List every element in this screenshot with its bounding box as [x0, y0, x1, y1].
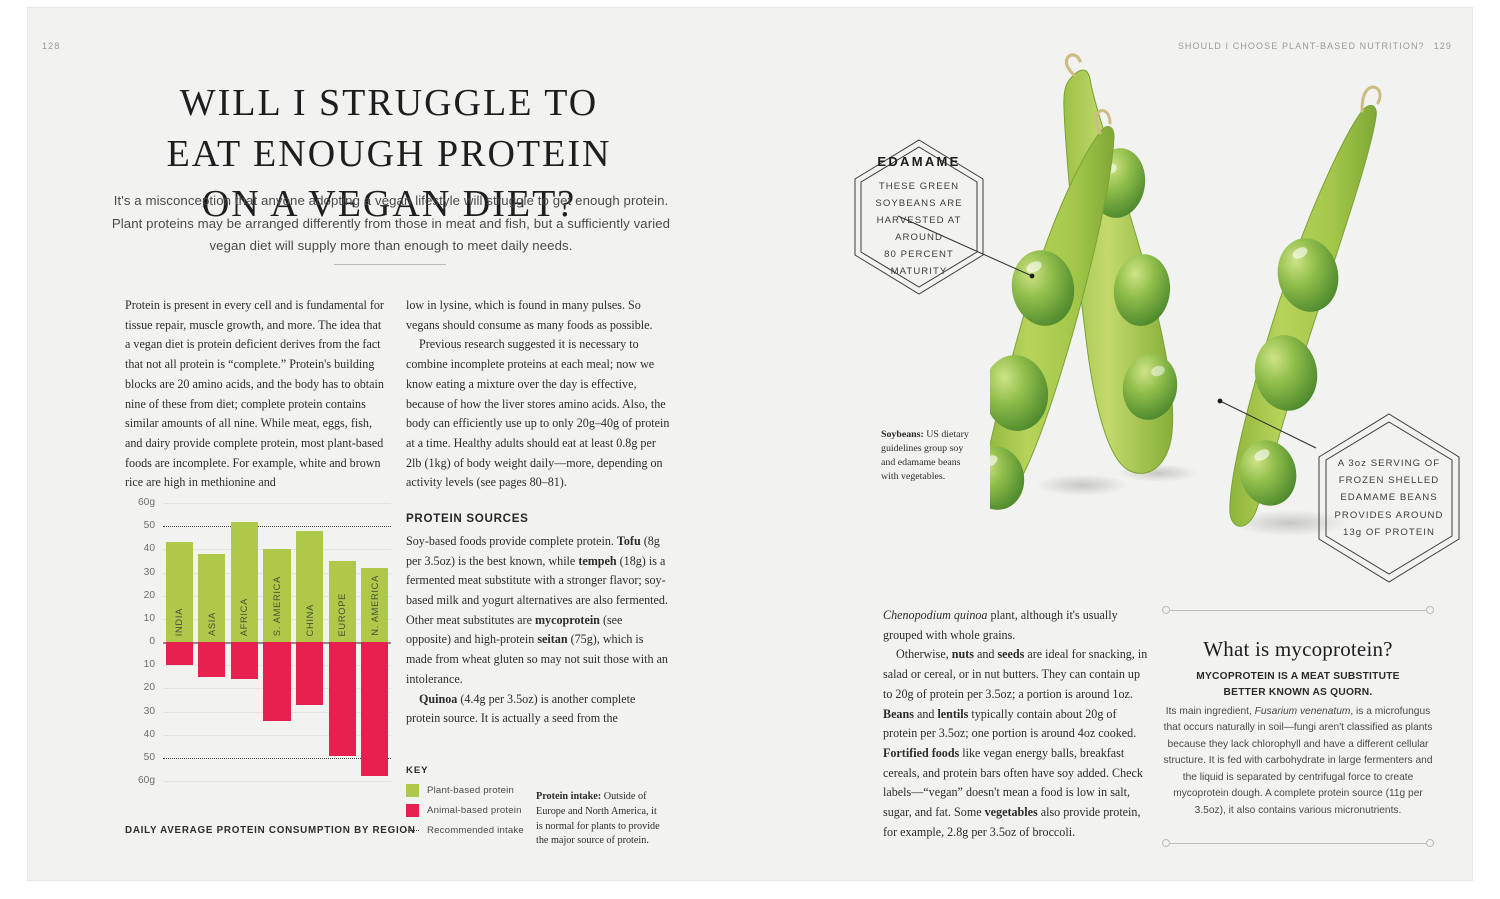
body-column-right-page: Chenopodium quinoa plant, although it's …: [883, 606, 1151, 842]
folio-left: 128: [42, 41, 61, 51]
soybeans-caption: Soybeans: US dietary guidelines group so…: [881, 429, 969, 483]
chart-gridline: [163, 734, 391, 736]
headline-line-3: ON A VEGAN DIET?: [201, 183, 577, 226]
chart-y-tick-label: 40: [143, 728, 155, 740]
book-spread: 128 WILL I STRUGGLE TO EAT ENOUGH PROTEI…: [28, 8, 1472, 880]
body-column-right: low in lysine, which is found in many pu…: [406, 296, 670, 729]
chart-bar-animal: [230, 642, 258, 680]
legend-swatch-green: [406, 783, 419, 797]
chart-gridline: [163, 781, 391, 782]
paragraph: Otherwise, nuts and seeds are ideal for …: [883, 647, 1148, 839]
legend-label: Recommended intake: [427, 824, 524, 836]
legend-dotted-line: [406, 829, 419, 831]
sidebar-title: What is mycoprotein?: [1203, 637, 1393, 661]
chart-bar-category-label: INDIA: [174, 607, 185, 636]
left-page: 128 WILL I STRUGGLE TO EAT ENOUGH PROTEI…: [28, 8, 750, 880]
rule-endpoint-dot: [1426, 606, 1434, 614]
chart-recommended-line: [163, 526, 391, 528]
chart-bar-category-label: AFRICA: [239, 597, 250, 636]
paragraph: low in lysine, which is found in many pu…: [406, 298, 653, 332]
chart-y-tick-label: 50: [143, 751, 155, 763]
chart-bar-animal: [328, 642, 356, 756]
sidebar-lead: MYCOPROTEIN IS A MEAT SUBSTITUTE BETTER …: [1196, 671, 1400, 698]
chart-bar-category-label: EUROPE: [337, 592, 348, 636]
chart-y-tick-label: 50: [143, 520, 155, 532]
rule-endpoint-dot: [1426, 839, 1434, 848]
standfirst: It's a misconception that anyone adoptin…: [111, 193, 671, 254]
page-number: 129: [1433, 41, 1452, 51]
callout-hexagon-serving: A 3oz SERVING OF FROZEN SHELLED EDAMAME …: [1316, 412, 1462, 584]
legend-item-plant: Plant-based protein: [406, 783, 556, 797]
hexagon-shape: [1318, 413, 1460, 583]
chart-bar-plant: AFRICA: [230, 521, 258, 642]
chart-bar-animal: [165, 642, 193, 666]
chart-y-tick-label: 20: [143, 682, 155, 694]
chart-bar-plant: CHINA: [296, 530, 324, 642]
chart-y-tick-label: 20: [143, 589, 155, 601]
divider-rule: [334, 264, 446, 265]
sidebar-rule-top: [1162, 606, 1434, 615]
headline-line-2: EAT ENOUGH PROTEIN: [166, 132, 612, 175]
headline-line-1: WILL I STRUGGLE TO: [179, 82, 599, 124]
callout-title: EDAMAME: [877, 153, 961, 169]
mycoprotein-sidebar: What is mycoprotein? MYCOPROTEIN IS A ME…: [1162, 606, 1434, 848]
paragraph: Chenopodium quinoa plant, although it's …: [883, 608, 1118, 642]
protein-consumption-chart: INDIA ASIA AFRICA S. AMERICA CHINA EUROPE N. A…: [125, 497, 415, 836]
rule-endpoint-dot: [1162, 606, 1170, 614]
legend-swatch-red: [406, 803, 419, 817]
chart-y-tick-label: 10: [143, 659, 155, 671]
hexagon-text: A 3oz SERVING OF FROZEN SHELLED EDAMAME …: [1316, 412, 1462, 584]
chart-y-tick-label: 40: [143, 543, 155, 555]
chart-bar-plant: S. AMERICA: [263, 549, 291, 642]
chart-bar-animal: [198, 642, 226, 677]
chart-bar-category-label: ASIA: [206, 611, 217, 636]
chart-bar-plant: N. AMERICA: [361, 567, 389, 642]
chart-y-tick-label: 10: [143, 612, 155, 624]
page-title: WILL I STRUGGLE TO EAT ENOUGH PROTEIN ON…: [74, 78, 704, 230]
right-page: SHOULD I CHOOSE PLANT-BASED NUTRITION? 12…: [750, 8, 1472, 880]
legend-label: Animal-based protein: [427, 804, 522, 816]
paragraph: Previous research suggested it is necess…: [406, 337, 670, 490]
paragraph: Quinoa (4.4g per 3.5oz) is another compl…: [406, 691, 636, 726]
chart-bar-animal: [263, 642, 291, 721]
body-column-left: Protein is present in every cell and is …: [125, 296, 389, 493]
chart-bar-animal: [361, 642, 389, 777]
callout-body: THESE GREEN SOYBEANS ARE HARVESTED AT AR…: [875, 180, 963, 278]
chart-legend: KEY Plant-based protein Animal-based pro…: [406, 765, 556, 843]
chart-title: DAILY AVERAGE PROTEIN CONSUMPTION BY REG…: [125, 825, 416, 836]
legend-item-recommended: Recommended intake: [406, 823, 556, 837]
callout-hexagon-edamame: EDAMAME THESE GREEN SOYBEANS ARE HARVEST…: [852, 138, 986, 296]
paragraph: Soy-based foods provide complete protein…: [406, 533, 668, 686]
hexagon-shape: [854, 139, 984, 295]
chart-bar-plant: EUROPE: [328, 560, 356, 642]
chart-plot-area: INDIA ASIA AFRICA S. AMERICA CHINA EUROPE N. A…: [163, 503, 391, 782]
chart-note: Protein intake: Outside of Europe and No…: [536, 791, 660, 847]
chart-gridline: [163, 503, 391, 504]
sidebar-body: Its main ingredient, Fusarium venenatum,…: [1163, 705, 1433, 816]
chart-bar-plant: INDIA: [165, 542, 193, 642]
chart-y-tick-label: 0: [149, 636, 155, 647]
chart-bar-animal: [296, 642, 324, 705]
chart-bar-category-label: CHINA: [304, 603, 315, 636]
sidebar-rule-bottom: [1162, 839, 1434, 848]
chart-y-tick-label: 30: [143, 566, 155, 578]
chart-recommended-line: [163, 757, 391, 759]
paragraph: Protein is present in every cell and is …: [125, 298, 384, 490]
legend-label: Plant-based protein: [427, 784, 515, 796]
folio-right: SHOULD I CHOOSE PLANT-BASED NUTRITION? 12…: [1178, 41, 1452, 51]
section-heading-protein-sources: PROTEIN SOURCES: [406, 512, 529, 526]
chart-bar-category-label: S. AMERICA: [271, 575, 282, 636]
legend-title: KEY: [406, 765, 429, 776]
hexagon-text: EDAMAME THESE GREEN SOYBEANS ARE HARVEST…: [852, 138, 986, 296]
chart-y-tick-label: 60g: [138, 497, 155, 508]
chart-y-tick-label: 30: [143, 705, 155, 717]
chart-y-tick-label: 60g: [138, 775, 155, 786]
legend-item-animal: Animal-based protein: [406, 803, 556, 817]
callout-body: A 3oz SERVING OF FROZEN SHELLED EDAMAME …: [1334, 458, 1444, 538]
chart-bar-category-label: N. AMERICA: [369, 575, 380, 636]
rule-endpoint-dot: [1162, 839, 1170, 848]
running-head: SHOULD I CHOOSE PLANT-BASED NUTRITION?: [1177, 41, 1425, 51]
chart-bar-plant: ASIA: [198, 553, 226, 642]
